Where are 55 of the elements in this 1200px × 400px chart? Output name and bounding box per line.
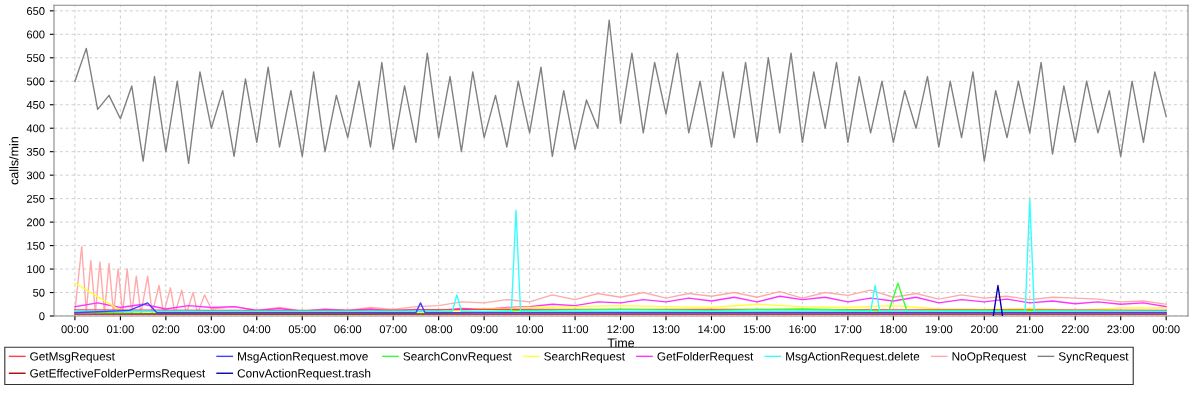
y-tick-label: 200 [26,218,45,227]
x-tick-label: 10:00 [516,325,544,334]
legend-label: GetFolderRequest [657,351,754,363]
x-tick-label: 21:00 [1016,325,1044,334]
x-tick-label: 23:00 [1107,325,1135,334]
legend-label: NoOpRequest [952,352,1027,363]
y-axis-title: calls/min [9,137,19,185]
line-series [74,19,1167,165]
legend-label: GetMsgRequest [30,352,115,363]
x-tick-label: 04:00 [243,325,271,334]
x-tick-label: 06:00 [334,325,362,334]
legend-label: MsgActionRequest.delete [786,351,920,363]
x-tick-label: 11:00 [562,325,589,334]
y-tick-label: 100 [27,265,45,274]
x-tick-label: 13:00 [652,325,680,334]
x-axis-title: Time [607,338,635,348]
y-tick-label: 600 [27,30,45,39]
line-series [74,295,1167,313]
x-tick-label: 15:00 [743,325,771,334]
x-tick-label: 18:00 [880,325,907,334]
x-tick-label: 07:00 [379,325,407,334]
line-series [74,198,1167,313]
y-tick-label: 400 [26,124,45,133]
y-tick-label: 300 [26,171,45,180]
x-tick-label: 00:00 [61,325,89,334]
x-tick-label: 03:00 [197,325,225,334]
x-tick-label: 12:00 [607,325,635,334]
y-tick-label: 0 [39,312,45,321]
line-series [74,245,1167,315]
y-tick-label: 50 [33,288,45,297]
x-tick-label: 14:00 [698,325,725,334]
x-tick-label: 16:00 [789,325,816,334]
y-tick-label: 150 [27,241,45,250]
x-tick-label: 00:00 [1152,325,1180,334]
x-tick-label: 22:00 [1061,325,1089,334]
legend-label: SyncRequest [1058,352,1129,363]
x-tick-label: 05:00 [288,325,316,334]
legend-label: GetEffectiveFolderPermsRequest [30,368,206,380]
legend-label: SearchRequest [544,351,625,363]
y-tick-label: 550 [26,54,45,62]
legend-label: SearchConvRequest [403,351,512,363]
y-tick-label: 250 [26,194,45,203]
y-tick-label: 500 [26,77,45,86]
y-tick-label: 450 [26,101,45,109]
legend-label: MsgActionRequest.move [238,351,368,363]
x-tick-label: 08:00 [425,325,453,334]
x-tick-label: 20:00 [970,325,998,334]
y-tick-label: 350 [26,147,45,156]
x-tick-label: 09:00 [470,325,498,334]
y-tick-label: 650 [27,7,45,15]
x-tick-label: 02:00 [152,325,180,334]
legend-label: ConvActionRequest.trash [237,368,371,380]
x-tick-label: 19:00 [925,325,953,334]
x-tick-label: 17:00 [834,325,862,334]
x-tick-label: 01:00 [106,325,134,334]
